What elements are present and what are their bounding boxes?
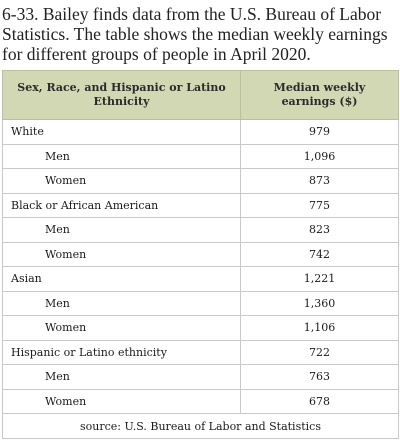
row-value: 873	[240, 168, 399, 194]
table-row: Black or African American 775	[2, 192, 399, 218]
row-label: Women	[2, 315, 241, 341]
header-group: Sex, Race, and Hispanic or Latino Ethnic…	[2, 70, 241, 120]
row-value: 763	[240, 364, 399, 390]
table-row: Women 742	[2, 241, 399, 267]
row-label: Asian	[2, 266, 241, 292]
row-value: 823	[240, 217, 399, 243]
row-label: Women	[2, 241, 241, 267]
row-value: 1,360	[240, 290, 399, 316]
table-row: Men 763	[2, 364, 399, 390]
row-value: 678	[240, 388, 399, 414]
row-label: Black or African American	[2, 192, 241, 218]
row-value: 1,096	[240, 143, 399, 169]
row-value: 775	[240, 192, 399, 218]
table-row: Men 823	[2, 217, 399, 243]
table-row: Hispanic or Latino ethnicity 722	[2, 339, 399, 365]
table-row: Asian 1,221	[2, 266, 399, 292]
source-note: source: U.S. Bureau of Labor and Statist…	[2, 413, 399, 439]
earnings-table: Sex, Race, and Hispanic or Latino Ethnic…	[2, 70, 399, 439]
row-value: 722	[240, 339, 399, 365]
table-row: White 979	[2, 119, 399, 145]
row-value: 979	[240, 119, 399, 145]
row-label: Men	[2, 143, 241, 169]
row-label: White	[2, 119, 241, 145]
row-value: 1,221	[240, 266, 399, 292]
row-label: Men	[2, 290, 241, 316]
problem-text: 6-33. Bailey finds data from the U.S. Bu…	[2, 4, 388, 64]
header-earnings: Median weekly earnings ($)	[240, 70, 399, 120]
table-header-row: Sex, Race, and Hispanic or Latino Ethnic…	[2, 70, 399, 120]
table-row: Men 1,096	[2, 143, 399, 169]
row-label: Hispanic or Latino ethnicity	[2, 339, 241, 365]
table-row: Women 678	[2, 388, 399, 414]
table-row: Men 1,360	[2, 290, 399, 316]
row-label: Men	[2, 364, 241, 390]
row-value: 742	[240, 241, 399, 267]
table-row: Women 1,106	[2, 315, 399, 341]
table-footer-row: source: U.S. Bureau of Labor and Statist…	[2, 413, 399, 439]
row-label: Women	[2, 168, 241, 194]
row-label: Men	[2, 217, 241, 243]
row-label: Women	[2, 388, 241, 414]
row-value: 1,106	[240, 315, 399, 341]
table-row: Women 873	[2, 168, 399, 194]
